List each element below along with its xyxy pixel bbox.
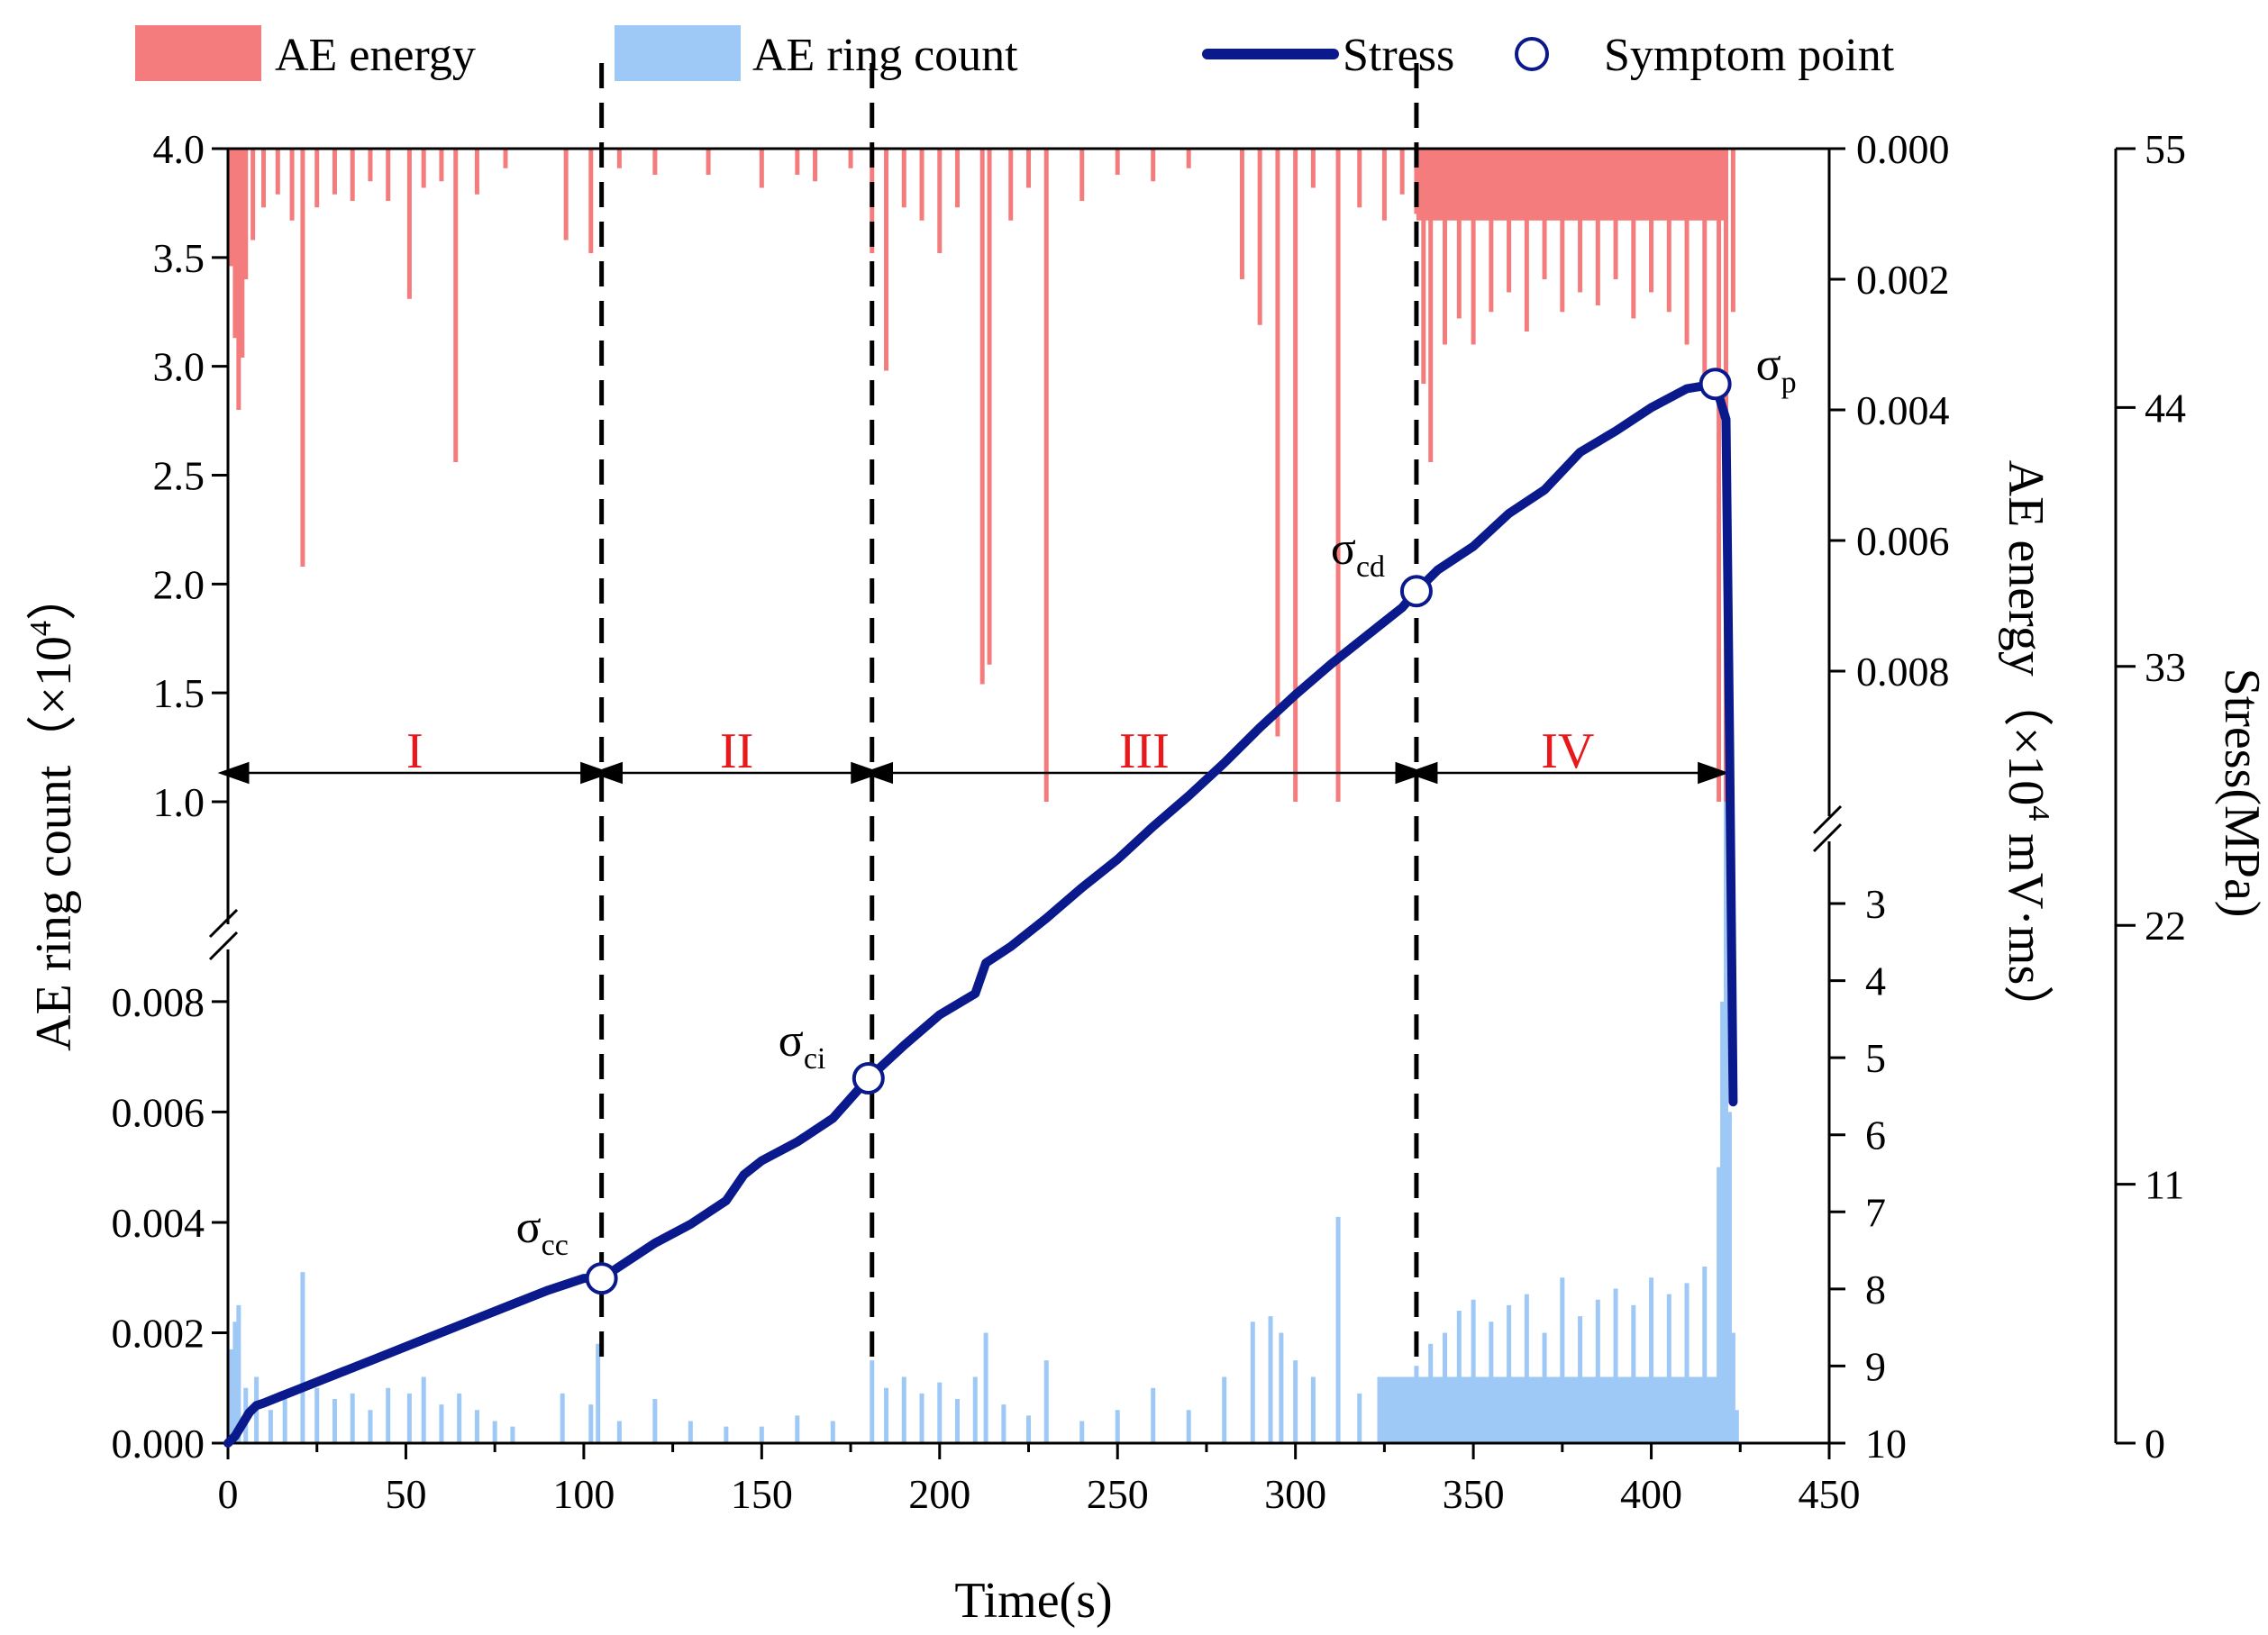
- mid-tick-label: 0.000: [1856, 126, 1950, 172]
- x-axis: 0 50 100 150 200 250 300 350 400 450: [218, 1443, 1861, 1517]
- x-tick-label: 150: [731, 1471, 793, 1517]
- mid-tick-label: 9: [1865, 1343, 1886, 1389]
- stage-label: IV: [1541, 723, 1594, 779]
- ae-energy-bars: [229, 149, 1735, 802]
- x-tick-label: 100: [552, 1471, 615, 1517]
- stage-label: I: [406, 723, 424, 779]
- left-tick-label: 2.5: [153, 453, 205, 499]
- x-tick-label: 250: [1087, 1471, 1149, 1517]
- x-tick-label: 450: [1799, 1471, 1861, 1517]
- right-tick-label: 55: [2145, 126, 2186, 172]
- x-axis-title: Time(s): [954, 1573, 1112, 1629]
- right-tick-label: 22: [2145, 903, 2186, 949]
- left-tick-label: 0.006: [112, 1089, 205, 1135]
- legend-swatch-ae-energy: [135, 25, 261, 81]
- legend-label-ae-ring: AE ring count: [752, 30, 1018, 81]
- left-tick-label: 2.0: [153, 561, 205, 607]
- left-tick-label: 3.5: [153, 235, 205, 281]
- stage-label: III: [1119, 723, 1170, 779]
- right-tick-label: 33: [2145, 644, 2186, 690]
- x-tick-label: 300: [1264, 1471, 1326, 1517]
- left-tick-label: 1.0: [153, 779, 205, 825]
- right-tick-label: 11: [2145, 1162, 2184, 1208]
- left-axis-title: AE ring count（×104）: [24, 570, 82, 1051]
- legend-label-stress: Stress: [1343, 30, 1454, 81]
- mid-tick-label: 0.006: [1856, 518, 1950, 564]
- mid-tick-label: 10: [1865, 1421, 1907, 1467]
- legend: AE energy AE ring count Stress Symptom p…: [135, 25, 1895, 81]
- x-tick-label: 200: [908, 1471, 970, 1517]
- left-tick-label: 4.0: [153, 126, 205, 172]
- stress-line: [223, 379, 1738, 1448]
- symptom-point-cd: [1399, 575, 1433, 608]
- ae-ring-bars: [229, 802, 1739, 1443]
- left-tick-label: 0.002: [112, 1310, 205, 1356]
- symptom-label-cd: σcd: [1331, 523, 1385, 584]
- mid-tick-label: 0.002: [1856, 257, 1950, 303]
- left-axis-break: [208, 908, 241, 961]
- mid-tick-label: 4: [1865, 958, 1886, 1004]
- right-tick-label: 44: [2145, 385, 2186, 431]
- legend-swatch-symptom: [1515, 37, 1549, 71]
- symptom-point-ci: [852, 1062, 885, 1095]
- mid-axis-break: [1812, 804, 1843, 853]
- right-axis: 0 11 22 33 44 55: [2114, 126, 2186, 1467]
- left-tick-label: 1.5: [153, 670, 205, 716]
- x-tick-label: 0: [218, 1471, 239, 1517]
- symptom-label-ci: σci: [779, 1015, 826, 1076]
- mid-tick-label: 3: [1865, 881, 1886, 927]
- legend-label-symptom: Symptom point: [1604, 30, 1895, 81]
- mid-tick-label: 8: [1865, 1267, 1886, 1313]
- mid-axis: 0.000 0.002 0.004 0.006 0.008 3 4 5 6 7 8 9 10: [1829, 126, 1950, 1467]
- mid-tick-label: 0.008: [1856, 649, 1950, 695]
- symptom-point-p: [1699, 368, 1732, 401]
- left-tick-label: 0.004: [112, 1200, 205, 1246]
- stage-label: II: [720, 723, 753, 779]
- left-tick-label: 0.000: [112, 1421, 205, 1467]
- right-axis-title: Stress(MPa): [2214, 668, 2268, 918]
- left-axis: 1.0 1.5 2.0 2.5 3.0 3.5 4.0 0.000 0.002 0.004 0.00…: [112, 126, 228, 1467]
- symptom-label-p: σp: [1756, 339, 1797, 399]
- symptom-points: σcc σci σcd σp: [516, 339, 1797, 1295]
- symptom-point-cc: [585, 1262, 618, 1295]
- mid-axis-title: AE energy（×104 mV·ms）: [1998, 460, 2055, 1036]
- plot-frame: [226, 147, 1831, 1445]
- legend-label-ae-energy: AE energy: [275, 30, 476, 81]
- mid-tick-label: 6: [1865, 1113, 1886, 1158]
- mid-tick-label: 5: [1865, 1035, 1886, 1081]
- x-tick-label: 400: [1620, 1471, 1682, 1517]
- left-tick-label: 3.0: [153, 344, 205, 390]
- left-tick-label: 0.008: [112, 979, 205, 1025]
- stage-boundaries: [599, 63, 1419, 1369]
- x-tick-label: 350: [1443, 1471, 1505, 1517]
- mid-tick-label: 0.004: [1856, 387, 1950, 433]
- right-tick-label: 0: [2145, 1421, 2165, 1467]
- mid-tick-label: 7: [1865, 1189, 1886, 1235]
- ae-ring-dense-band: [1377, 1376, 1719, 1443]
- ae-energy-dense-band: [1416, 149, 1726, 221]
- legend-swatch-ae-ring: [615, 25, 741, 81]
- stage-arrows: I II III IV: [217, 723, 1730, 785]
- symptom-label-cc: σcc: [516, 1202, 569, 1262]
- x-tick-label: 50: [385, 1471, 426, 1517]
